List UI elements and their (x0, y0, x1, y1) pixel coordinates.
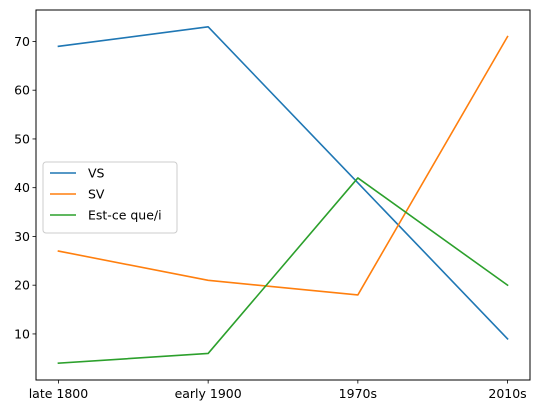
y-tick-label-50: 50 (14, 131, 30, 146)
legend-label-1: SV (88, 187, 105, 202)
y-axis: 10 20 30 40 50 60 70 (14, 34, 36, 341)
legend-label-0: VS (88, 166, 105, 181)
legend-box (42, 161, 178, 234)
axes-frame (35, 9, 531, 381)
y-tick-label-40: 40 (14, 180, 30, 195)
series-line-1 (57, 35, 509, 296)
x-axis: late 1800 early 1900 1970s 2010s (29, 380, 527, 401)
series-line-2 (57, 177, 509, 365)
legend: VS SV Est-ce que/i (42, 161, 178, 234)
x-tick-label-0: late 1800 (29, 386, 89, 401)
y-tick-label-60: 60 (14, 83, 30, 98)
y-tick-label-10: 10 (14, 326, 30, 341)
series-line-0 (57, 26, 509, 340)
series-lines (57, 26, 509, 365)
y-tick-label-30: 30 (14, 229, 30, 244)
y-tick-label-70: 70 (14, 34, 30, 49)
y-tick-label-20: 20 (14, 278, 30, 293)
x-tick-label-3: 2010s (488, 386, 526, 401)
legend-label-2: Est-ce que/i (88, 208, 162, 223)
x-tick-label-2: 1970s (339, 386, 377, 401)
x-tick-label-1: early 1900 (175, 386, 242, 401)
